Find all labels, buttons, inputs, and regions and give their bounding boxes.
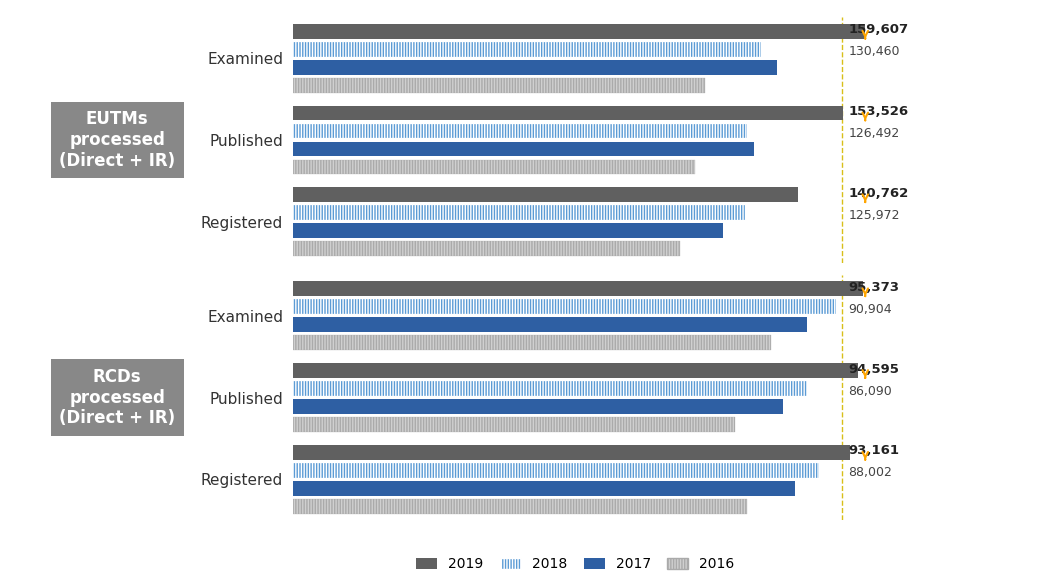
Text: 94,595: 94,595 <box>848 362 900 376</box>
Bar <box>293 281 863 296</box>
Text: RCDs
processed
(Direct + IR): RCDs processed (Direct + IR) <box>59 368 176 427</box>
Text: EUTMs
processed
(Direct + IR): EUTMs processed (Direct + IR) <box>59 110 176 170</box>
Bar <box>293 317 806 332</box>
Text: 95,373: 95,373 <box>848 281 900 294</box>
Text: 140,762: 140,762 <box>848 187 909 200</box>
Bar <box>293 481 795 496</box>
Bar <box>293 299 836 314</box>
Bar <box>293 499 747 514</box>
Text: 130,460: 130,460 <box>848 45 900 58</box>
Text: 88,002: 88,002 <box>848 466 892 479</box>
Bar <box>293 60 777 75</box>
Bar <box>293 335 771 350</box>
Bar <box>293 417 735 432</box>
Text: 125,972: 125,972 <box>848 209 900 222</box>
Bar <box>293 160 695 175</box>
Text: 90,904: 90,904 <box>848 303 892 316</box>
Bar <box>293 445 849 460</box>
Bar <box>293 463 819 477</box>
Text: 93,161: 93,161 <box>848 444 900 457</box>
Bar <box>293 106 843 120</box>
Bar <box>293 363 859 378</box>
Legend: 2019, 2018, 2017, 2016: 2019, 2018, 2017, 2016 <box>410 552 741 577</box>
Text: 126,492: 126,492 <box>848 127 900 140</box>
Text: 153,526: 153,526 <box>848 105 908 118</box>
Bar <box>293 78 705 92</box>
Bar <box>293 142 754 156</box>
Bar <box>293 24 865 39</box>
Bar <box>293 124 747 138</box>
Bar <box>293 381 808 396</box>
Bar <box>293 187 798 202</box>
Bar <box>293 223 723 238</box>
Text: 159,607: 159,607 <box>848 23 908 36</box>
Bar <box>293 205 745 220</box>
Text: 86,090: 86,090 <box>848 385 892 398</box>
Bar <box>293 399 783 414</box>
Bar <box>293 42 760 57</box>
Bar <box>293 242 680 256</box>
